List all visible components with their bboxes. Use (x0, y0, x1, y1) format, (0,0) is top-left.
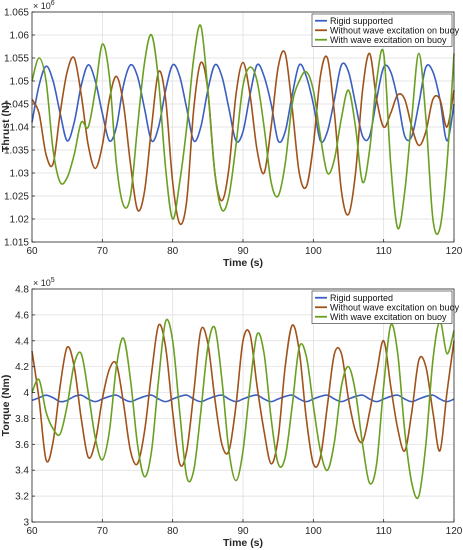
torque-y-tick-label: 3.2 (15, 492, 29, 503)
thrust-y-tick-label: 1.02 (10, 215, 30, 226)
torque-y-exponent: × 105 (33, 277, 55, 288)
thrust-x-axis-label: Time (s) (223, 257, 263, 269)
thrust-x-tick-label: 120 (446, 246, 463, 257)
torque-y-tick-label: 4.8 (15, 285, 29, 296)
thrust-legend-label-2: Without wave excitation on buoy (330, 25, 460, 35)
thrust-y-axis-label: Thrust (N) (0, 102, 12, 152)
thrust-y-tick-label: 1.04 (10, 123, 30, 134)
torque-y-exponent-power: 5 (51, 277, 55, 284)
thrust-legend-label-3: With wave excitation on buoy (330, 35, 447, 45)
torque-legend-label-2: Without wave excitation on buoy (330, 302, 460, 312)
torque-series-line-3 (31, 318, 455, 500)
thrust-x-tick-label: 110 (376, 246, 392, 257)
thrust-series-line-2 (31, 50, 455, 226)
torque-y-tick-label: 3.4 (15, 466, 29, 477)
thrust-y-tick-label: 1.015 (4, 238, 29, 249)
thrust-x-tick-label: 70 (97, 246, 109, 257)
thrust-legend-label-1: Rigid supported (330, 16, 393, 26)
torque-legend-label-1: Rigid supported (330, 293, 393, 303)
thrust-x-tick-label: 100 (305, 246, 322, 257)
thrust-legend-box (311, 13, 453, 47)
thrust-y-tick-label: 1.06 (10, 31, 30, 42)
torque-y-tick-label: 4.4 (15, 336, 29, 347)
thrust-y-exponent: × 106 (33, 0, 55, 11)
torque-legend-box (311, 290, 453, 324)
thrust-y-tick-label: 1.055 (4, 54, 29, 65)
thrust-series-line-1 (31, 62, 455, 144)
torque-series-line-2 (31, 323, 455, 468)
torque-x-tick-label: 70 (97, 526, 109, 537)
torque-x-tick-label: 90 (237, 526, 249, 537)
thrust-x-tick-label: 80 (167, 246, 179, 257)
thrust-y-tick-label: 1.035 (4, 146, 29, 157)
thrust-y-exponent-power: 6 (51, 0, 55, 7)
thrust-y-tick-label: 1.065 (4, 8, 29, 19)
torque-y-tick-label: 3.8 (15, 414, 29, 425)
torque-y-tick-label: 3.6 (15, 440, 29, 451)
thrust-y-tick-label: 1.045 (4, 100, 29, 111)
torque-legend-label-3: With wave excitation on buoy (330, 312, 447, 322)
torque-y-tick-label: 4.6 (15, 310, 29, 321)
torque-y-tick-label: 4.2 (15, 362, 29, 373)
torque-x-tick-label: 80 (167, 526, 179, 537)
torque-x-tick-label: 110 (376, 526, 392, 537)
torque-x-axis-label: Time (s) (223, 537, 263, 549)
thrust-y-tick-label: 1.03 (10, 169, 30, 180)
torque-x-tick-label: 60 (26, 526, 38, 537)
thrust-y-tick-label: 1.05 (10, 77, 30, 88)
thrust-series-line-3 (31, 24, 455, 235)
torque-y-axis-label: Torque (Nm) (0, 375, 12, 437)
torque-x-tick-label: 120 (446, 526, 463, 537)
thrust-x-tick-label: 60 (26, 246, 38, 257)
torque-y-tick-label: 3 (23, 518, 29, 529)
torque-x-tick-label: 100 (305, 526, 322, 537)
torque-y-tick-label: 4 (23, 388, 29, 399)
thrust-y-tick-label: 1.025 (4, 192, 29, 203)
thrust-x-tick-label: 90 (237, 246, 249, 257)
